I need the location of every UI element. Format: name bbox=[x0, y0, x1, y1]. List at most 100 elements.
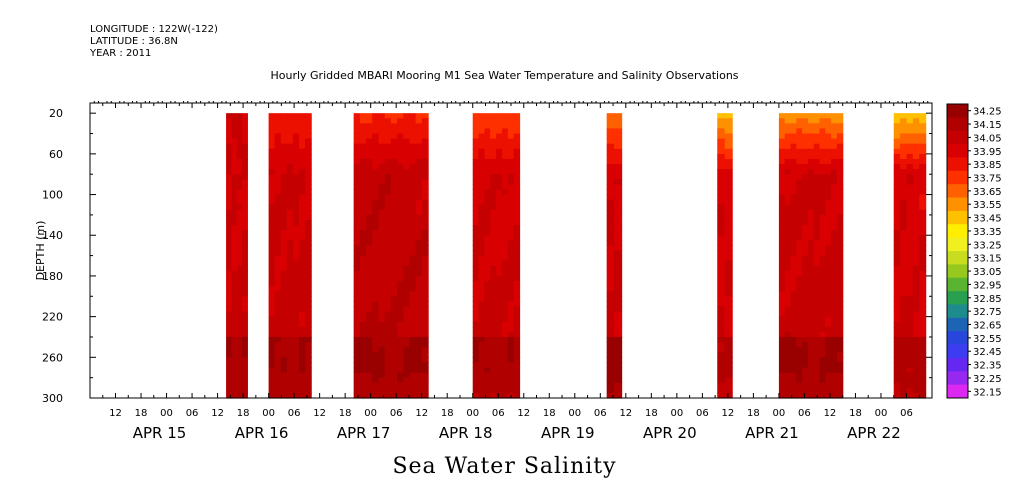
heatmap-cell bbox=[372, 286, 380, 292]
heatmap-cell bbox=[501, 286, 509, 292]
heatmap-cell bbox=[353, 230, 361, 236]
heatmap-cell bbox=[606, 143, 615, 150]
heatmap-cell bbox=[421, 199, 429, 206]
heatmap-cell bbox=[236, 113, 243, 119]
heatmap-cell bbox=[286, 331, 294, 338]
colorbar-label: 32.65 bbox=[973, 321, 1002, 332]
heatmap-cell bbox=[831, 377, 838, 384]
heatmap-cell bbox=[513, 255, 521, 262]
heatmap-cell bbox=[298, 128, 306, 135]
heatmap-cell bbox=[421, 113, 429, 119]
heatmap-cell bbox=[305, 392, 312, 399]
heatmap-cell bbox=[384, 357, 392, 363]
heatmap-cell bbox=[802, 331, 809, 338]
heatmap-cell bbox=[472, 240, 480, 247]
heatmap-cell bbox=[472, 158, 480, 165]
heatmap-cell bbox=[819, 392, 826, 399]
heatmap-cell bbox=[831, 316, 838, 323]
heatmap-cell bbox=[778, 336, 786, 343]
heatmap-cell bbox=[906, 331, 914, 338]
heatmap-cell bbox=[397, 199, 404, 206]
heatmap-cell bbox=[900, 148, 908, 155]
heatmap-cell bbox=[359, 230, 367, 236]
y-tick-label: 260 bbox=[42, 351, 63, 364]
heatmap-cell bbox=[415, 235, 423, 241]
x-hour-label: 06 bbox=[288, 408, 301, 419]
heatmap-cell bbox=[614, 143, 623, 150]
heatmap-cell bbox=[353, 138, 361, 145]
heatmap-cell bbox=[359, 189, 367, 196]
heatmap-cell bbox=[813, 270, 821, 277]
heatmap-cell bbox=[501, 209, 509, 216]
heatmap-cell bbox=[366, 367, 373, 374]
heatmap-cell bbox=[286, 270, 294, 277]
heatmap-cell bbox=[231, 245, 238, 252]
heatmap-cell bbox=[305, 184, 312, 191]
heatmap-cell bbox=[231, 143, 238, 150]
colorbar-swatch bbox=[947, 184, 968, 198]
heatmap-cell bbox=[421, 316, 429, 323]
heatmap-cell bbox=[286, 362, 294, 369]
heatmap-cell bbox=[919, 306, 927, 313]
heatmap-cell bbox=[353, 184, 361, 191]
heatmap-cell bbox=[421, 174, 429, 180]
heatmap-cell bbox=[421, 275, 429, 282]
heatmap-cell bbox=[893, 275, 901, 282]
colorbar-label: 33.65 bbox=[973, 187, 1002, 198]
heatmap-cell bbox=[490, 225, 497, 231]
heatmap-cell bbox=[292, 296, 300, 302]
heatmap-cell bbox=[403, 133, 411, 140]
heatmap-cell bbox=[825, 342, 832, 348]
heatmap-cell bbox=[231, 326, 238, 333]
heatmap-cell bbox=[274, 235, 282, 241]
heatmap-cell bbox=[724, 113, 733, 119]
heatmap-cell bbox=[403, 235, 411, 241]
heatmap-cell bbox=[378, 164, 386, 170]
heatmap-cell bbox=[807, 321, 815, 328]
heatmap-cell bbox=[906, 245, 914, 252]
heatmap-cell bbox=[409, 321, 417, 328]
heatmap-cell bbox=[813, 133, 821, 140]
heatmap-cell bbox=[513, 194, 521, 201]
heatmap-cell bbox=[831, 143, 838, 150]
heatmap-cell bbox=[825, 296, 832, 302]
heatmap-cell bbox=[366, 291, 373, 297]
heatmap-cell bbox=[513, 291, 521, 297]
heatmap-cell bbox=[403, 199, 411, 206]
heatmap-cell bbox=[421, 133, 429, 140]
heatmap-cell bbox=[912, 382, 920, 389]
heatmap-cell bbox=[796, 326, 803, 333]
heatmap-cell bbox=[390, 357, 398, 363]
heatmap-cell bbox=[372, 270, 380, 277]
heatmap-cell bbox=[825, 265, 832, 272]
heatmap-cell bbox=[513, 387, 521, 394]
heatmap-cell bbox=[717, 311, 726, 318]
heatmap-cell bbox=[292, 199, 300, 206]
heatmap-cell bbox=[825, 286, 832, 292]
heatmap-cell bbox=[724, 153, 733, 160]
heatmap-cell bbox=[717, 158, 726, 165]
heatmap-cell bbox=[415, 331, 423, 338]
heatmap-cell bbox=[606, 377, 615, 384]
heatmap-cell bbox=[478, 392, 486, 399]
heatmap-cell bbox=[280, 382, 288, 389]
heatmap-cell bbox=[231, 174, 238, 180]
heatmap-cell bbox=[813, 128, 821, 135]
heatmap-cell bbox=[507, 189, 515, 196]
heatmap-cell bbox=[384, 164, 392, 170]
heatmap-cell bbox=[919, 316, 927, 323]
heatmap-cell bbox=[893, 250, 901, 257]
heatmap-cell bbox=[614, 204, 623, 211]
heatmap-cell bbox=[472, 316, 480, 323]
heatmap-cell bbox=[292, 286, 300, 292]
heatmap-cell bbox=[513, 260, 521, 267]
heatmap-cell bbox=[606, 387, 615, 394]
heatmap-cell bbox=[478, 153, 486, 160]
heatmap-cell bbox=[378, 281, 386, 287]
heatmap-cell bbox=[390, 250, 398, 257]
heatmap-cell bbox=[268, 281, 276, 287]
heatmap-cell bbox=[906, 286, 914, 292]
heatmap-cell bbox=[397, 336, 404, 343]
heatmap-cell bbox=[778, 128, 786, 135]
heatmap-cell bbox=[614, 296, 623, 302]
